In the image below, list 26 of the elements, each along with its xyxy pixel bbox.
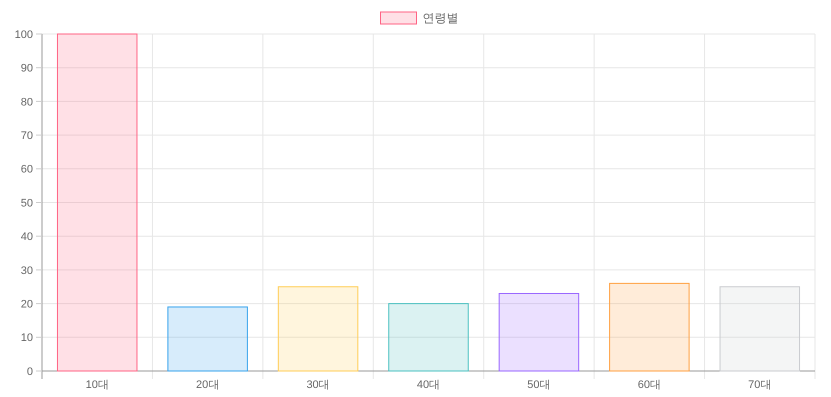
x-tick-label: 10대: [86, 379, 109, 391]
bar: [609, 282, 690, 372]
y-tick-label: 0: [26, 366, 33, 378]
y-tick-label: 20: [20, 298, 33, 310]
bar: [167, 306, 248, 372]
y-tick-label: 10: [20, 332, 33, 344]
y-tick-label: 50: [20, 197, 33, 210]
bar: [388, 303, 469, 372]
bar: [56, 34, 138, 372]
x-tick-label: 30대: [306, 379, 330, 391]
y-tick-label: 80: [20, 96, 33, 108]
bar: [498, 292, 580, 372]
bar: [720, 286, 800, 372]
legend-label: 연령별: [422, 11, 458, 26]
x-tick-label: 50대: [527, 379, 551, 391]
y-tick-label: 70: [20, 130, 33, 142]
x-tick-label: 40대: [416, 379, 440, 391]
y-tick-label: 60: [20, 164, 33, 176]
x-tick-label: 70대: [748, 379, 772, 391]
x-tick-label: 60대: [638, 379, 661, 391]
bar: [278, 286, 358, 372]
y-tick-label: 30: [20, 264, 33, 277]
y-tick-label: 40: [20, 231, 33, 244]
y-tick-label: 90: [20, 62, 33, 75]
x-tick-label: 20대: [196, 379, 220, 391]
y-tick-label: 100: [14, 28, 33, 41]
